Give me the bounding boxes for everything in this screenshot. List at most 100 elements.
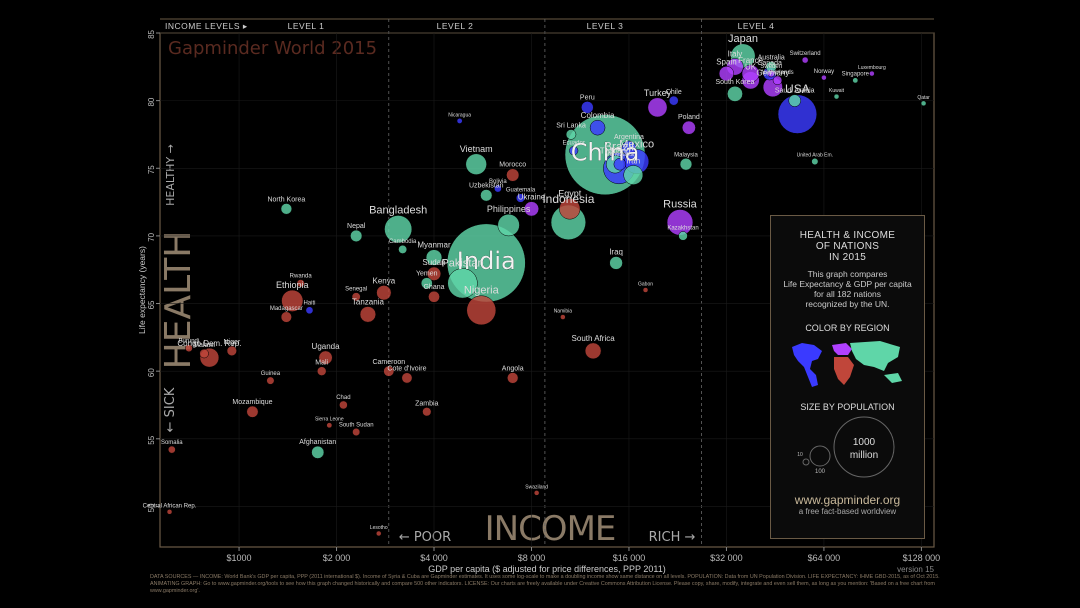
y-tick-label: 75 xyxy=(147,165,156,174)
point-label: Guatemala xyxy=(506,188,536,194)
point-label: Namibia xyxy=(554,309,573,315)
point-label: Lesotho xyxy=(370,525,388,531)
x-tick-label: $4 000 xyxy=(420,553,448,563)
point-label: Australia xyxy=(758,55,785,62)
poor-label: ← POOR xyxy=(399,530,451,545)
point-label: Chile xyxy=(666,89,682,96)
data-point xyxy=(401,372,413,384)
website-link[interactable]: www.gapminder.org xyxy=(794,493,901,507)
point-label: Vietnam xyxy=(460,144,493,154)
data-point xyxy=(311,445,325,459)
legend-title-3: IN 2015 xyxy=(828,252,867,263)
point-label: India xyxy=(457,247,516,275)
point-label: Kuwait xyxy=(829,88,845,94)
point-label: Russia xyxy=(663,198,698,210)
legend-title-1: HEALTH & INCOME xyxy=(799,230,896,241)
data-point xyxy=(305,306,314,315)
size-legend: 1000 million 100 10 xyxy=(797,416,894,478)
data-point xyxy=(456,118,463,124)
data-point xyxy=(425,249,443,266)
data-point xyxy=(718,66,735,82)
x-tick-label: $128 000 xyxy=(903,553,941,563)
point-label: Argentina xyxy=(614,134,644,141)
point-label: United Arab Em. xyxy=(797,152,833,158)
data-point xyxy=(515,193,526,203)
data-point xyxy=(281,289,304,312)
point-label: Ghana xyxy=(423,284,444,291)
point-label: Spain xyxy=(716,57,736,66)
y-tick-label: 85 xyxy=(147,29,156,38)
point-label: Bolivia xyxy=(489,179,507,185)
point-label: Mali xyxy=(315,360,328,367)
data-point xyxy=(569,146,579,156)
point-label: Haiti xyxy=(303,301,315,307)
data-point xyxy=(376,285,392,301)
point-label: Zambia xyxy=(415,400,438,407)
point-label: Angola xyxy=(502,366,524,373)
point-label: Netherlands xyxy=(761,70,793,76)
point-label: Somalia xyxy=(161,440,183,446)
point-label: Central African Rep. xyxy=(143,503,197,509)
point-label: USA xyxy=(785,82,810,96)
data-point xyxy=(559,198,581,220)
point-label: Indonesia xyxy=(542,192,594,206)
legend-desc-2: Life Expectancy & GDP per capita xyxy=(783,279,912,289)
y-tick-label: 70 xyxy=(147,232,156,241)
point-label: Cote d'Ivoire xyxy=(387,366,426,373)
point-label: Sierra Leone xyxy=(315,417,344,423)
data-point xyxy=(668,95,679,106)
data-point xyxy=(821,74,827,81)
point-label: Pakistan xyxy=(441,257,483,269)
data-point xyxy=(642,287,649,293)
data-point xyxy=(772,75,783,86)
data-point xyxy=(777,94,818,134)
point-label: Nepal xyxy=(347,223,366,230)
data-point xyxy=(466,295,497,326)
data-point xyxy=(326,422,333,429)
data-point xyxy=(727,85,743,102)
point-label: Saudi Arabia xyxy=(775,88,815,95)
point-label: Brazil xyxy=(604,140,634,154)
data-point xyxy=(581,101,594,114)
data-point xyxy=(166,509,173,515)
legend-title-2: OF NATIONS xyxy=(815,241,880,252)
size-mid-label: 100 xyxy=(814,469,825,475)
x-tick-label: $64 000 xyxy=(808,553,841,563)
point-label: Singapore xyxy=(842,72,870,78)
point-label: Uganda xyxy=(312,342,341,351)
data-point xyxy=(199,348,209,359)
point-label: Ethiopia xyxy=(276,280,309,290)
data-point xyxy=(226,345,237,356)
data-point xyxy=(351,292,361,302)
data-point xyxy=(788,94,801,107)
y-tick-label: 55 xyxy=(147,435,156,444)
point-label: China xyxy=(571,139,640,167)
income-level-label: LEVEL 3 xyxy=(587,21,624,31)
data-point xyxy=(613,157,627,171)
data-point xyxy=(741,64,760,83)
data-point xyxy=(589,119,606,136)
point-label: Venezuela xyxy=(606,152,635,158)
data-point xyxy=(494,184,502,193)
point-label: Niger xyxy=(223,339,240,346)
data-point xyxy=(266,376,275,385)
data-point xyxy=(465,153,487,175)
points-layer xyxy=(166,43,927,537)
point-label: Morocco xyxy=(499,162,526,169)
point-label: Guinea xyxy=(261,371,281,377)
data-point xyxy=(621,140,637,156)
income-big-label: INCOME xyxy=(485,509,616,549)
sick-label: ← SICK xyxy=(163,387,178,432)
point-label: Yemen xyxy=(416,271,438,278)
data-point xyxy=(801,56,809,64)
point-label: Malawi xyxy=(193,342,215,349)
legend-desc-4: recognized by the UN. xyxy=(805,299,890,309)
point-label: Myanmar xyxy=(417,241,451,250)
point-label: Sweden xyxy=(760,64,782,70)
data-point xyxy=(497,213,520,237)
point-label: Nigeria xyxy=(464,285,500,297)
size-big-label: 1000 xyxy=(852,437,875,448)
size-big-label-unit: million xyxy=(849,450,877,461)
data-point xyxy=(167,445,176,454)
data-point xyxy=(185,344,193,352)
